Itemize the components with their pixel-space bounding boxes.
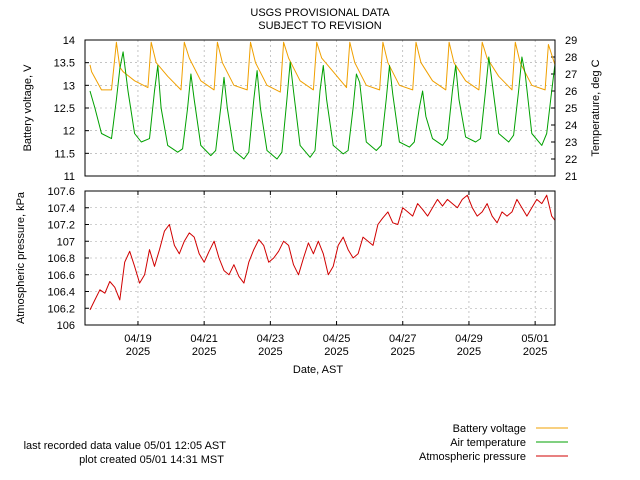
date-tick-label: 04/25 bbox=[323, 333, 351, 345]
voltage-tick-label: 12 bbox=[63, 126, 75, 138]
temperature-axis-ticks: 21 22 23 24 25 26 27 28 29 bbox=[551, 35, 577, 183]
voltage-axis-ticks: 11 11.5 12 12.5 13 13.5 14 bbox=[54, 35, 89, 183]
top-series-lines bbox=[89, 41, 556, 160]
pressure-tick-label: 107 bbox=[57, 236, 75, 248]
pressure-tick-label: 107.2 bbox=[47, 220, 75, 232]
voltage-tick-label: 14 bbox=[63, 35, 75, 47]
voltage-tick-label: 12.5 bbox=[54, 103, 75, 115]
top-gridlines bbox=[85, 40, 555, 176]
temperature-tick-label: 26 bbox=[565, 86, 577, 98]
pressure-axis-ticks: 106 106.2 106.4 106.6 106.8 107 107.2 107.4 107.… bbox=[47, 186, 89, 332]
voltage-axis-label: Battery voltage, V bbox=[22, 64, 34, 151]
temperature-tick-label: 29 bbox=[565, 35, 577, 47]
temperature-tick-label: 25 bbox=[565, 103, 577, 115]
voltage-tick-label: 13 bbox=[63, 80, 75, 92]
pressure-tick-label: 106.2 bbox=[47, 303, 75, 315]
date-tick-label: 05/01 bbox=[521, 333, 549, 345]
chart-subtitle: SUBJECT TO REVISION bbox=[258, 20, 382, 32]
chart-title: USGS PROVISIONAL DATA bbox=[250, 7, 390, 19]
date-tick-label: 04/19 bbox=[124, 333, 152, 345]
pressure-axis-label: Atmospheric pressure, kPa bbox=[15, 191, 27, 324]
temperature-tick-label: 24 bbox=[565, 120, 577, 132]
year-tick-label: 2025 bbox=[523, 346, 547, 358]
year-tick-label: 2025 bbox=[391, 346, 415, 358]
voltage-tick-label: 11 bbox=[64, 171, 75, 183]
atmospheric-pressure-line bbox=[89, 194, 556, 311]
pressure-tick-label: 106.4 bbox=[47, 287, 75, 299]
temperature-tick-label: 23 bbox=[565, 137, 577, 149]
date-tick-label: 04/21 bbox=[190, 333, 218, 345]
date-tick-label: 04/27 bbox=[389, 333, 417, 345]
plot-created-note: plot created 05/01 14:31 MST bbox=[79, 454, 224, 466]
air-temperature-line bbox=[89, 51, 556, 160]
temperature-tick-label: 27 bbox=[565, 69, 577, 81]
temperature-tick-label: 22 bbox=[565, 154, 577, 166]
pressure-tick-label: 106.8 bbox=[47, 253, 75, 265]
year-tick-label: 2025 bbox=[126, 346, 150, 358]
pressure-tick-label: 106 bbox=[57, 320, 75, 332]
pressure-tick-label: 107.6 bbox=[47, 186, 75, 198]
pressure-tick-label: 106.6 bbox=[47, 270, 75, 282]
legend: Battery voltage Air temperature Atmospheri… bbox=[419, 423, 568, 463]
date-axis-label: Date, AST bbox=[293, 364, 343, 376]
temperature-tick-label: 28 bbox=[565, 52, 577, 64]
voltage-tick-label: 13.5 bbox=[54, 58, 75, 70]
temperature-tick-label: 21 bbox=[565, 171, 577, 183]
battery-voltage-line bbox=[89, 41, 556, 93]
date-tick-label: 04/29 bbox=[455, 333, 483, 345]
year-tick-label: 2025 bbox=[192, 346, 216, 358]
year-tick-label: 2025 bbox=[324, 346, 348, 358]
bottom-plot-frame bbox=[84, 190, 556, 326]
pressure-tick-label: 107.4 bbox=[47, 203, 75, 215]
bottom-series-lines bbox=[89, 194, 556, 311]
year-tick-label: 2025 bbox=[258, 346, 282, 358]
temperature-axis-label: Temperature, deg C bbox=[590, 59, 602, 156]
legend-label: Atmospheric pressure bbox=[419, 451, 526, 463]
last-recorded-note: last recorded data value 05/01 12:05 AST bbox=[24, 440, 227, 452]
year-tick-label: 2025 bbox=[457, 346, 481, 358]
legend-label: Air temperature bbox=[450, 437, 526, 449]
bottom-panel: 106 106.2 106.4 106.6 106.8 107 107.2 107.4 107.… bbox=[15, 186, 556, 332]
date-axis-ticks: 04/19202504/21202504/23202504/25202504/2… bbox=[124, 191, 549, 358]
legend-label: Battery voltage bbox=[453, 423, 526, 435]
voltage-tick-label: 11.5 bbox=[54, 148, 75, 160]
date-tick-label: 04/23 bbox=[257, 333, 285, 345]
bottom-gridlines bbox=[85, 191, 555, 325]
top-plot-frame bbox=[84, 39, 556, 177]
